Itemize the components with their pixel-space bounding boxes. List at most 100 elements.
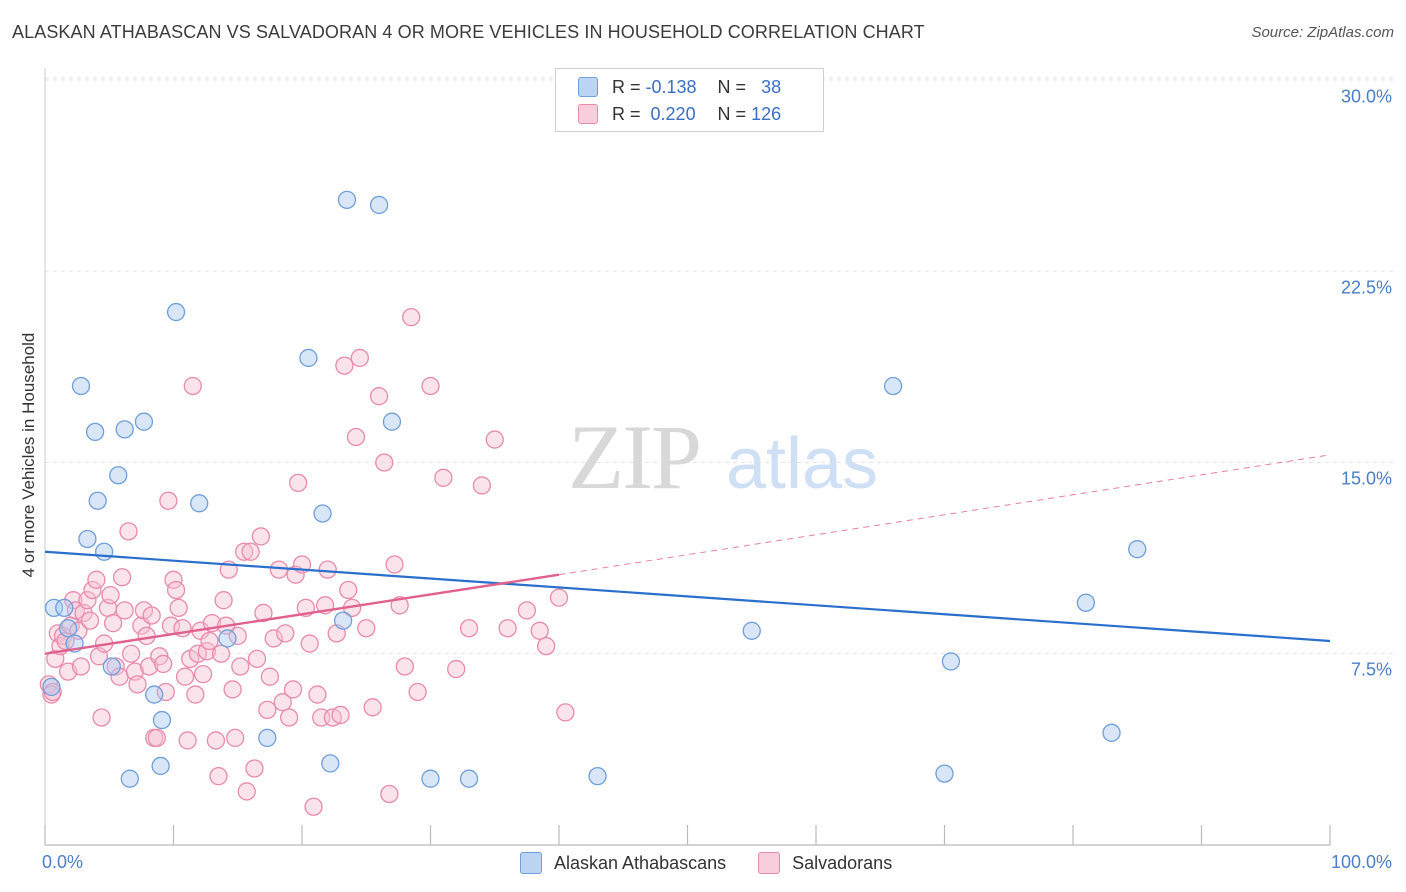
data-point (223, 680, 242, 699)
data-point (214, 591, 233, 610)
chart-title: ALASKAN ATHABASCAN VS SALVADORAN 4 OR MO… (12, 22, 925, 42)
data-point (331, 705, 350, 725)
data-point (94, 542, 114, 561)
data-point (44, 598, 64, 617)
data-point (369, 387, 389, 406)
legend-r-value: -0.138 (645, 76, 697, 97)
legend-item-alaskan-athabascans: Alaskan Athabascans (520, 852, 726, 874)
data-point (87, 570, 106, 589)
data-point (318, 560, 337, 579)
legend-item-salvadorans: Salvadorans (758, 852, 892, 874)
trend-extension-salvadorans (558, 454, 1331, 576)
series-legend: Alaskan Athabascans Salvadorans (520, 852, 924, 874)
data-point (421, 769, 440, 788)
data-point (395, 657, 414, 676)
legend-n-value: 38 (761, 76, 782, 97)
data-point (357, 619, 376, 638)
data-point (339, 580, 358, 600)
data-point (106, 657, 125, 676)
data-point (485, 430, 504, 449)
data-point (80, 611, 100, 630)
legend-swatch-pink (578, 104, 598, 124)
y-tick-label: 30.0% (1340, 86, 1392, 107)
data-point (120, 769, 139, 788)
data-point (209, 767, 228, 786)
legend-swatch-blue (578, 77, 598, 97)
data-point (247, 649, 267, 668)
data-point (385, 555, 404, 574)
x-tick-label-max: 100.0% (1330, 852, 1392, 872)
data-point (211, 644, 231, 663)
data-point (71, 657, 91, 676)
legend-n-label: N = (717, 76, 747, 97)
data-point (101, 585, 120, 605)
data-point (375, 453, 394, 472)
data-point (186, 685, 205, 704)
data-point (333, 611, 353, 630)
data-point (300, 634, 319, 653)
data-point (742, 621, 761, 640)
data-point (58, 619, 78, 638)
data-point (537, 636, 556, 656)
grid (45, 77, 1393, 655)
data-point (556, 703, 575, 722)
data-point (258, 728, 277, 748)
data-point (350, 348, 369, 368)
data-point (241, 542, 260, 561)
legend-r-label: R = (612, 76, 641, 97)
data-point (235, 542, 254, 561)
data-point (459, 619, 479, 638)
data-point (883, 376, 903, 396)
data-point (472, 476, 492, 495)
data-point (193, 665, 213, 684)
x-tick-label-min: 0.0% (42, 852, 84, 872)
y-tick-label: 22.5% (1340, 277, 1392, 298)
data-point (1102, 723, 1121, 742)
data-point (530, 621, 549, 640)
legend-series-name: Salvadorans (792, 852, 893, 873)
data-point (549, 588, 569, 607)
data-point (71, 376, 91, 396)
data-point (299, 348, 318, 368)
data-point (304, 797, 323, 816)
data-point (147, 728, 166, 748)
data-point (231, 657, 250, 676)
data-point (276, 624, 295, 643)
data-point (588, 767, 607, 786)
watermark-zip: ZIP (568, 406, 700, 508)
data-point (78, 529, 97, 549)
data-point (382, 412, 402, 431)
data-point (115, 601, 134, 620)
data-point (226, 728, 245, 748)
data-point (142, 606, 161, 625)
trend-line-alaskan-athabascans (44, 550, 1331, 643)
data-point (42, 677, 61, 697)
data-point (175, 667, 195, 686)
data-point (112, 568, 132, 587)
data-point (154, 654, 173, 674)
data-point (498, 619, 517, 638)
data-point (137, 626, 156, 646)
data-point (258, 700, 277, 719)
salvadorans-points (39, 307, 575, 816)
legend-series-name: Alaskan Athabascans (554, 852, 727, 873)
data-point (313, 504, 332, 523)
data-point (935, 764, 954, 783)
y-tick-label: 7.5% (1350, 659, 1392, 680)
data-point (254, 603, 273, 623)
alaskan-athabascans-points (42, 190, 1147, 788)
data-point (134, 412, 154, 431)
data-point (206, 731, 226, 750)
data-point (1128, 540, 1147, 559)
source-label: Source: ZipAtlas.com (1251, 24, 1394, 41)
stats-legend: R = -0.138 N = 38 R = 0.220 N = 126 (555, 68, 824, 132)
data-point (408, 682, 427, 702)
legend-r-label: R = (612, 103, 641, 124)
data-point (237, 782, 256, 801)
data-point (128, 675, 147, 694)
data-point (380, 784, 399, 804)
data-point (288, 473, 308, 493)
data-point (218, 629, 237, 648)
data-point (369, 195, 389, 215)
